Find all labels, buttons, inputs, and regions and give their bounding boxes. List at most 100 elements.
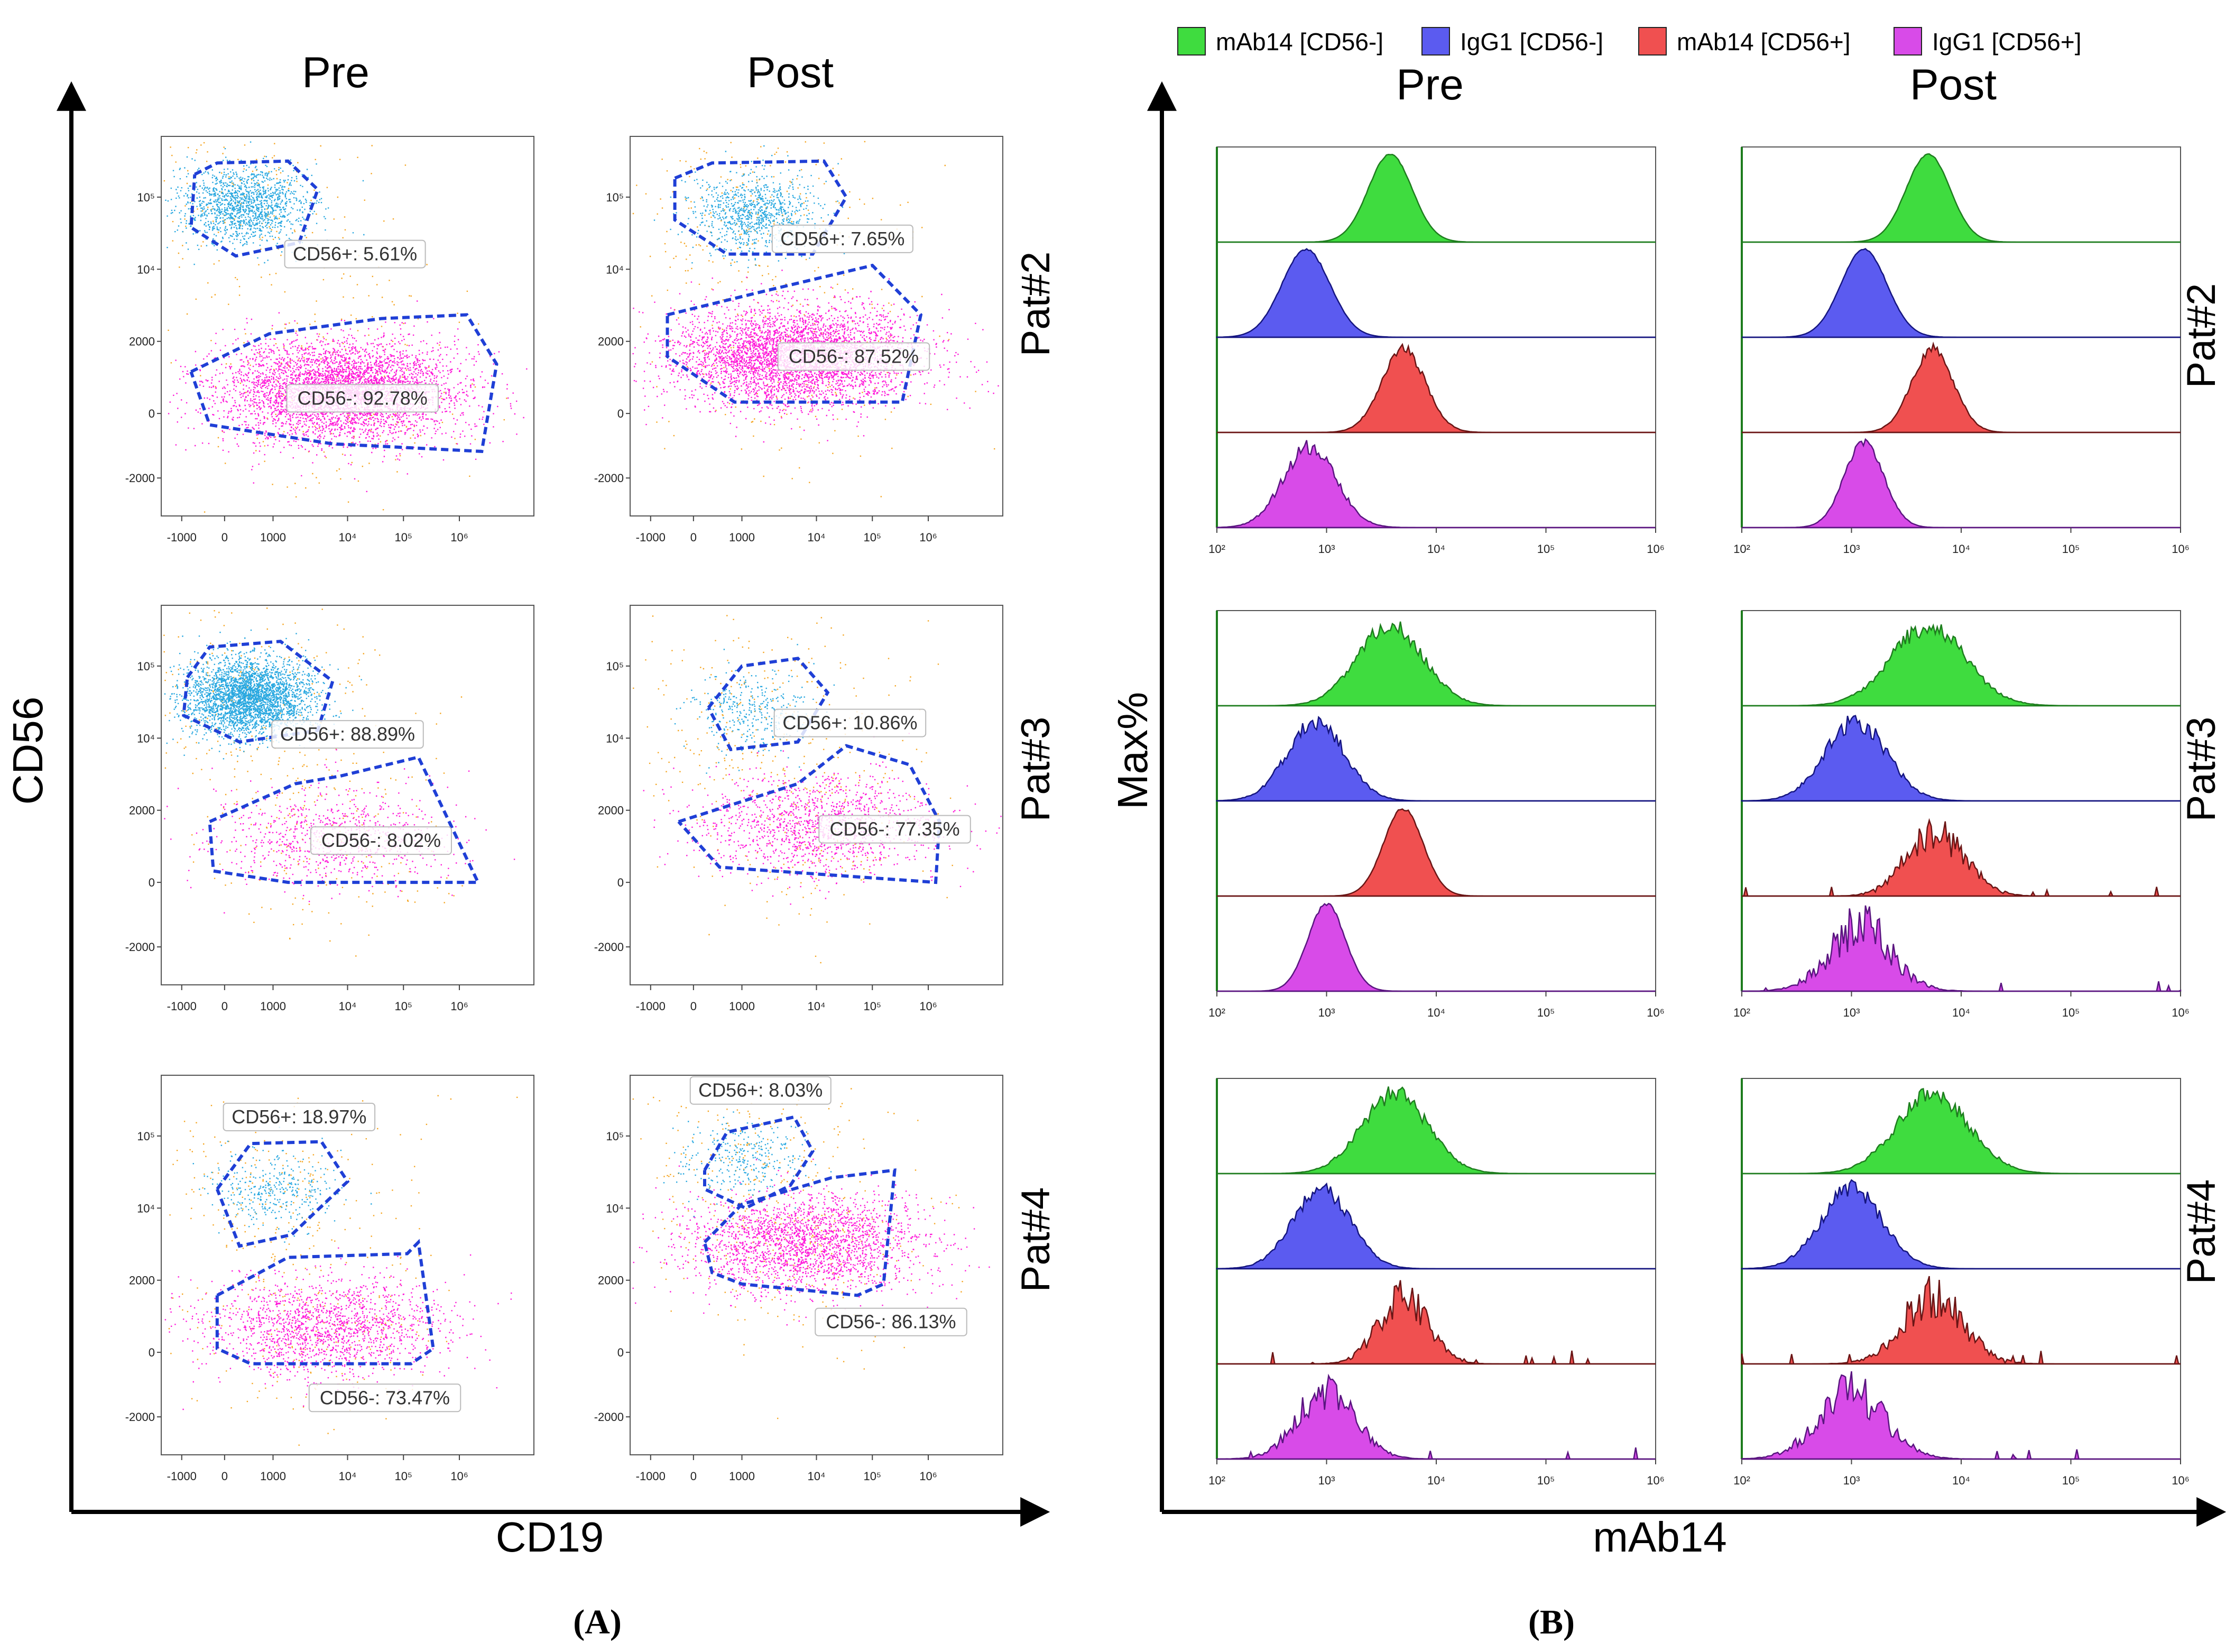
- y-tick-label: 0: [617, 407, 624, 420]
- y-tick-label: 10⁴: [137, 732, 155, 745]
- x-tick-label: 0: [690, 1000, 697, 1013]
- x-tick-label: 10²: [1733, 1006, 1750, 1019]
- x-tick-label: 10⁴: [1427, 542, 1445, 556]
- scatter-plot-pat-3-post: CD56+: 10.86% CD56-: 77.35% -1000 0 1000 10⁴ 1…: [594, 605, 1003, 1013]
- gate-label-cd56-pos: CD56+: 18.97%: [232, 1106, 366, 1128]
- y-tick-label: 10⁵: [137, 191, 155, 204]
- histogram-plot-pat-3-post: 10² 10³ 10⁴ 10⁵ 10⁶: [1733, 610, 2190, 1019]
- gate-label-cd56-pos-box: [223, 1102, 376, 1131]
- x-tick-label: 10²: [1733, 1474, 1750, 1487]
- gate-cd56-pos: [703, 1115, 815, 1210]
- x-tick-label: 10²: [1208, 1006, 1225, 1019]
- x-tick-label: 1000: [260, 1000, 286, 1013]
- gate-label-cd56-pos-box: [771, 224, 913, 253]
- x-tick-label: -1000: [167, 1470, 197, 1483]
- panel-a-row-label-pat2: Pat#2: [1013, 252, 1058, 357]
- y-tick-label: 2000: [598, 804, 624, 817]
- y-tick-label: 2000: [129, 804, 155, 817]
- y-tick-label: 0: [149, 407, 155, 420]
- y-tick-label: 10⁴: [606, 263, 624, 276]
- x-tick-label: 10⁵: [863, 1000, 881, 1013]
- legend-label-mab14-cd56neg: mAb14 [CD56-]: [1216, 28, 1383, 56]
- gate-cd56-pos: [216, 1140, 350, 1248]
- x-tick-label: 0: [690, 531, 697, 544]
- plot-frame: [161, 136, 534, 516]
- x-tick-label: 10⁵: [1537, 1474, 1555, 1487]
- gate-label-cd56-neg-box: [286, 384, 439, 413]
- x-tick-label: 1000: [260, 531, 286, 544]
- gate-label-cd56-neg-box: [815, 1307, 967, 1336]
- histogram-plot-pat-2-post: 10² 10³ 10⁴ 10⁵ 10⁶: [1733, 146, 2190, 556]
- y-tick-label: 2000: [129, 1274, 155, 1287]
- y-tick-label: -2000: [125, 940, 155, 954]
- cd56-neg-events: [164, 1247, 512, 1410]
- y-tick-label: 10⁵: [606, 191, 624, 204]
- gate-label-cd56-pos: CD56+: 8.03%: [698, 1079, 823, 1101]
- x-tick-label: 10⁵: [863, 1470, 881, 1483]
- x-tick-label: 10⁶: [919, 1000, 937, 1013]
- scatter-plot-pat-2-post: CD56+: 7.65% CD56-: 87.52% -1000 0 1000 10⁴ 10…: [594, 136, 1003, 544]
- panel-a-col-header-pre: Pre: [302, 49, 370, 97]
- x-tick-label: 10⁶: [450, 1000, 468, 1013]
- x-tick-label: 10⁵: [394, 1470, 412, 1483]
- x-tick-label: 10⁴: [339, 1470, 357, 1483]
- x-tick-label: 10²: [1208, 542, 1225, 556]
- y-tick-label: 10⁴: [606, 1202, 624, 1215]
- x-tick-label: 10⁵: [2062, 1474, 2080, 1487]
- gate-label-cd56-neg-box: [308, 1383, 461, 1413]
- x-tick-label: 10⁴: [1427, 1474, 1445, 1487]
- cd56-pos-events: [674, 644, 838, 774]
- x-tick-label: 0: [690, 1470, 697, 1483]
- gate-cd56-neg: [703, 1168, 897, 1297]
- x-tick-label: 10⁴: [339, 531, 357, 544]
- x-tick-label: 0: [221, 1000, 228, 1013]
- x-tick-label: 10⁶: [1647, 1006, 1665, 1019]
- legend-swatch-igg1-cd56neg: [1421, 27, 1450, 56]
- x-tick-label: -1000: [167, 1000, 197, 1013]
- gate-label-cd56-neg: CD56-: 87.52%: [789, 345, 919, 367]
- y-tick-label: 10⁴: [606, 732, 624, 745]
- panel-a-row-label-pat3: Pat#3: [1013, 717, 1058, 822]
- x-tick-label: 10²: [1733, 542, 1750, 556]
- x-tick-label: 10⁵: [394, 531, 412, 544]
- gate-label-cd56-neg: CD56-: 8.02%: [321, 829, 441, 851]
- y-tick-label: 10⁵: [137, 1130, 155, 1143]
- x-tick-label: 10⁵: [1537, 1006, 1555, 1019]
- x-tick-label: 10⁴: [808, 1470, 826, 1483]
- x-tick-label: 10⁴: [339, 1000, 357, 1013]
- y-tick-label: 10⁵: [137, 660, 155, 673]
- panel-b-x-axis-label: mAb14: [1593, 1513, 1726, 1561]
- panel-b-letter: (B): [1528, 1603, 1575, 1641]
- scatter-plot-pat-4-post: CD56+: 8.03% CD56-: 86.13% -1000 0 1000 10⁴ 10…: [594, 1075, 1003, 1483]
- x-tick-label: 10³: [1318, 1006, 1335, 1019]
- legend-swatch-mab14-cd56neg: [1177, 27, 1206, 56]
- gate-cd56-neg: [208, 755, 481, 884]
- x-tick-label: -1000: [167, 531, 197, 544]
- gate-cd56-pos: [707, 657, 830, 752]
- gate-label-cd56-pos-box: [689, 1076, 832, 1105]
- x-tick-label: 1000: [729, 531, 755, 544]
- x-tick-label: 1000: [729, 1000, 755, 1013]
- panel-a-col-header-post: Post: [747, 49, 834, 97]
- x-tick-label: 10³: [1843, 542, 1860, 556]
- gate-label-cd56-pos-box: [773, 708, 927, 737]
- x-tick-label: 0: [221, 1470, 228, 1483]
- gate-label-cd56-neg-box: [818, 815, 971, 844]
- x-tick-label: 10³: [1318, 542, 1335, 556]
- x-tick-label: 10⁴: [1427, 1006, 1445, 1019]
- gate-label-cd56-neg: CD56-: 73.47%: [320, 1387, 450, 1408]
- x-tick-label: 10⁴: [808, 1000, 826, 1013]
- x-tick-label: 10⁶: [450, 531, 468, 544]
- panel-b-row-label-pat2: Pat#2: [2179, 283, 2224, 389]
- histogram-plot-pat-2-pre: 10² 10³ 10⁴ 10⁵ 10⁶: [1208, 146, 1665, 556]
- x-tick-label: 10⁶: [1647, 1474, 1665, 1487]
- y-tick-label: -2000: [594, 472, 624, 485]
- panel-a-x-axis-label: CD19: [496, 1513, 604, 1561]
- cd56-pos-events: [653, 145, 845, 269]
- gate-label-cd56-neg: CD56-: 77.35%: [829, 818, 959, 840]
- gate-label-cd56-neg: CD56-: 92.78%: [298, 387, 428, 409]
- legend-swatch-igg1-cd56pos: [1894, 27, 1922, 56]
- x-tick-label: -1000: [636, 531, 666, 544]
- x-tick-label: 10⁶: [1647, 542, 1665, 556]
